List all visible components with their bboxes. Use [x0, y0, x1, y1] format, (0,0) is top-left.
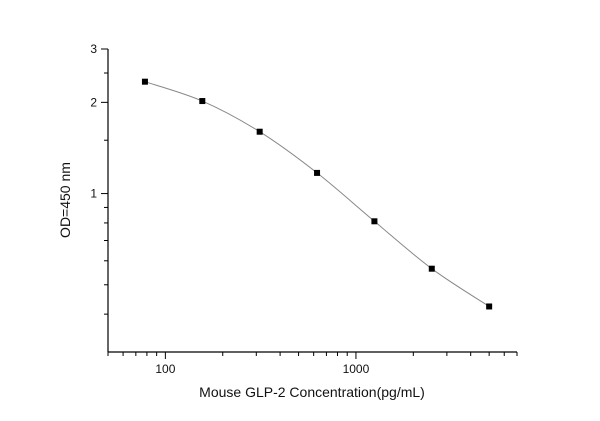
- y-tick-label: 2: [90, 95, 97, 109]
- data-point: [486, 303, 493, 310]
- y-tick-label: 3: [90, 42, 97, 56]
- fit-curve: [144, 81, 490, 307]
- series: [141, 78, 493, 310]
- data-point: [371, 218, 378, 225]
- data-point: [141, 78, 148, 85]
- data-point: [199, 98, 206, 105]
- x-tick-label: 1000: [343, 362, 370, 376]
- axes: 100 1000 1 2 3: [90, 42, 518, 376]
- y-tick-label: 1: [90, 187, 97, 201]
- x-tick-label: 100: [155, 362, 175, 376]
- data-point: [428, 265, 435, 272]
- data-point: [256, 128, 263, 135]
- data-point: [314, 169, 321, 176]
- y-axis-title: OD=450 nm: [57, 162, 73, 238]
- x-axis-title: Mouse GLP-2 Concentration(pg/mL): [199, 384, 425, 400]
